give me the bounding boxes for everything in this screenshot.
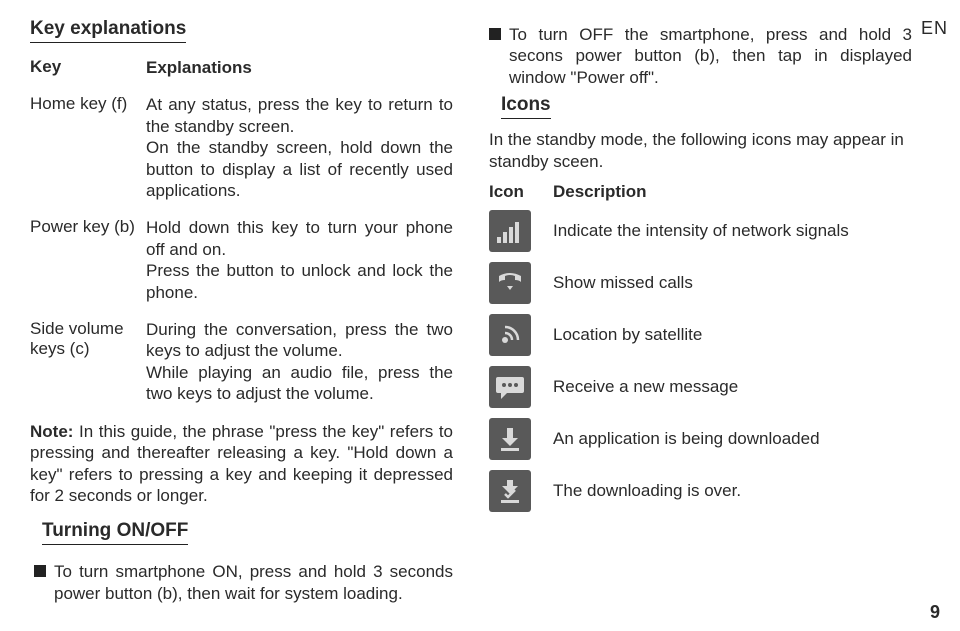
icons-intro: In the standby mode, the following icons… xyxy=(489,129,912,172)
right-column: To turn OFF the smartphone, press and ho… xyxy=(489,18,930,610)
icon-desc-satellite: Location by satellite xyxy=(553,324,912,345)
key-label-home: Home key (f) xyxy=(30,94,146,201)
th-icon: Icon xyxy=(489,182,553,202)
icon-desc-missed: Show missed calls xyxy=(553,272,912,293)
key-explanations-title: Key explanations xyxy=(30,18,186,43)
turning-onoff-title: Turning ON/OFF xyxy=(42,520,188,545)
language-tag: EN xyxy=(921,18,948,39)
satellite-icon xyxy=(489,314,531,356)
page-number: 9 xyxy=(930,602,940,623)
bullet-square-icon xyxy=(34,565,46,577)
key-desc-volume: During the conversation, press the two k… xyxy=(146,319,453,405)
col-header-key: Key xyxy=(30,57,146,78)
icon-desc-message: Receive a new message xyxy=(553,376,912,397)
key-label-power: Power key (b) xyxy=(30,217,146,303)
icons-title: Icons xyxy=(501,94,551,119)
bullet-square-icon xyxy=(489,28,501,40)
th-description: Description xyxy=(553,182,647,202)
icon-desc-signal: Indicate the intensity of network signal… xyxy=(553,220,912,241)
left-column: Key explanations Key Explanations Home k… xyxy=(30,18,453,610)
col-header-explanations: Explanations xyxy=(146,57,453,78)
turn-off-text: To turn OFF the smartphone, press and ho… xyxy=(509,24,912,88)
key-desc-power: Hold down this key to turn your phone of… xyxy=(146,217,453,303)
turn-on-text: To turn smartphone ON, press and hold 3 … xyxy=(54,561,453,604)
note-paragraph: Note: In this guide, the phrase "press t… xyxy=(30,421,453,507)
icon-desc-download: An application is being downloaded xyxy=(553,428,912,449)
message-icon xyxy=(489,366,531,408)
key-label-volume: Side volume keys (c) xyxy=(30,319,146,405)
note-label: Note: xyxy=(30,422,79,441)
key-desc-home: At any status, press the key to return t… xyxy=(146,94,453,201)
download-icon xyxy=(489,418,531,460)
icon-desc-download-done: The downloading is over. xyxy=(553,480,912,501)
missed-call-icon xyxy=(489,262,531,304)
note-body: In this guide, the phrase "press the key… xyxy=(30,422,453,505)
signal-icon xyxy=(489,210,531,252)
icon-table: Icon Description Indicate the intensity … xyxy=(489,182,912,522)
download-done-icon xyxy=(489,470,531,512)
